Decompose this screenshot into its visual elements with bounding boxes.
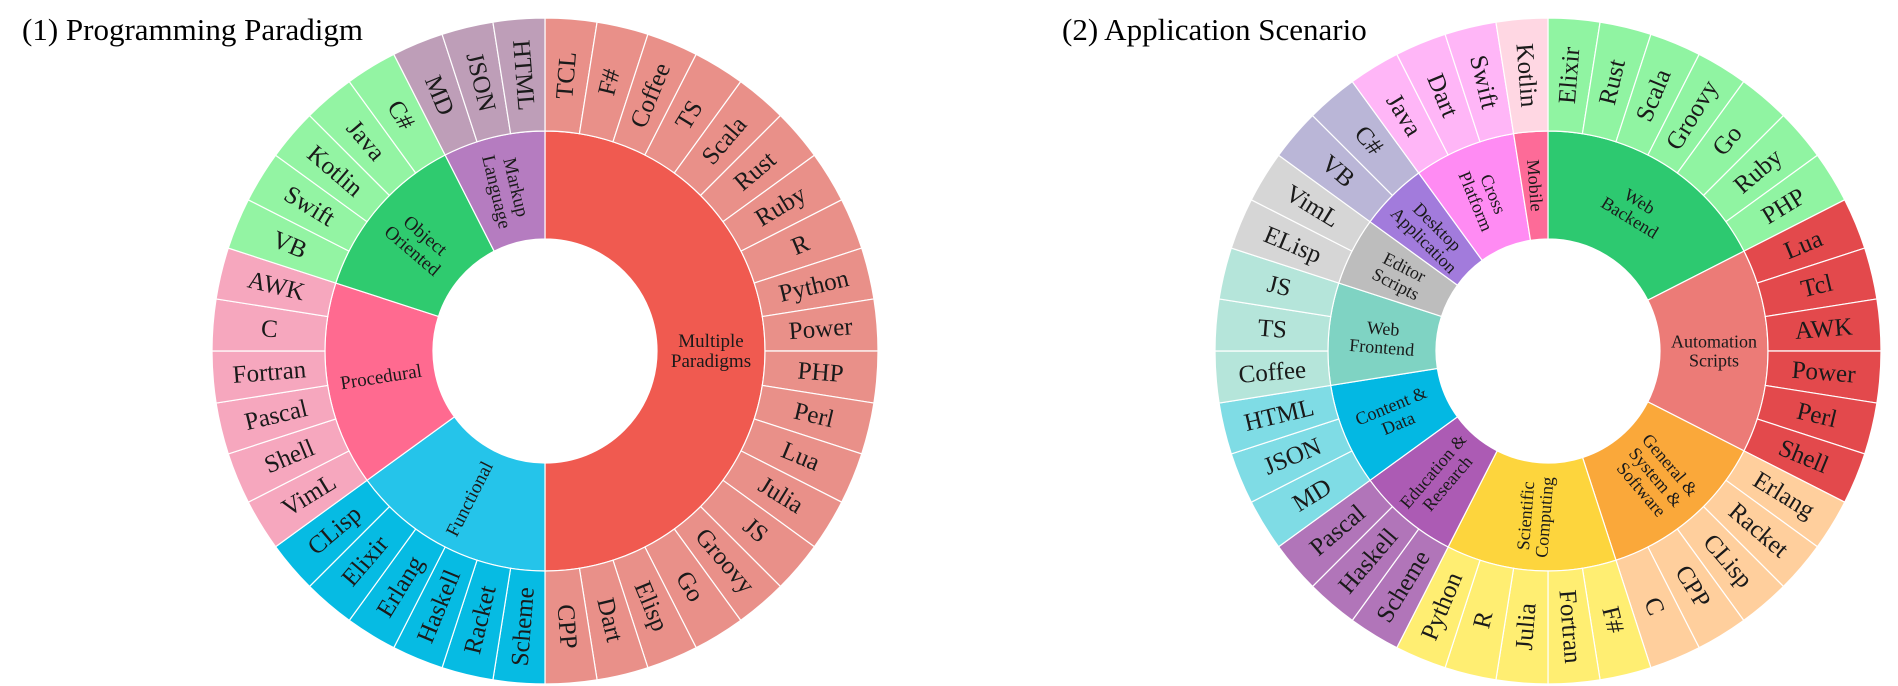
leaf-label-scientific-computing-r: R [1468,608,1498,631]
leaf-label-functional-scheme: Scheme [507,586,540,667]
leaf-label-procedural-fortran: Fortran [232,356,308,389]
leaf-label-automation-scripts-power: Power [1791,357,1857,389]
leaf-wedge-markup-language-html [492,17,546,135]
category-label-web-frontend: WebFrontend [1349,316,1417,360]
leaf-label-web-frontend-coffee: Coffee [1238,357,1307,389]
leaf-label-automation-scripts-awk: AWK [1794,314,1854,345]
leaf-label-multiple-paradigms-php: PHP [797,357,845,388]
category-label-multiple-paradigms: Multiple Paradigms [671,331,751,372]
leaf-wedge-mobile-kotlin [1495,17,1549,135]
category-label-automation-scripts: Automation Scripts [1671,332,1757,371]
leaf-label-markup-language-html: HTML [507,39,539,112]
leaf-label-multiple-paradigms-tcl: TCL [551,51,582,100]
leaf-label-procedural-c: C [260,315,279,343]
category-label-mobile: Mobile [1523,159,1547,212]
leaf-label-scientific-computing-julia: Julia [1511,602,1542,651]
category-label-scientific-computing: ScientificComputing [1512,475,1557,559]
leaf-label-multiple-paradigms-cpp: CPP [551,603,581,649]
chart-title-programming-paradigm: (1) Programming Paradigm [22,12,363,47]
leaf-label-web-backend-elixir: Elixir [1554,45,1585,105]
chart-title-application-scenario: (2) Application Scenario [1062,12,1367,47]
leaf-label-mobile-kotlin: Kotlin [1510,42,1542,108]
leaf-label-web-frontend-ts: TS [1257,315,1288,344]
leaf-label-multiple-paradigms-power: Power [788,313,854,345]
leaf-label-scientific-computing-fortran: Fortran [1553,589,1586,665]
